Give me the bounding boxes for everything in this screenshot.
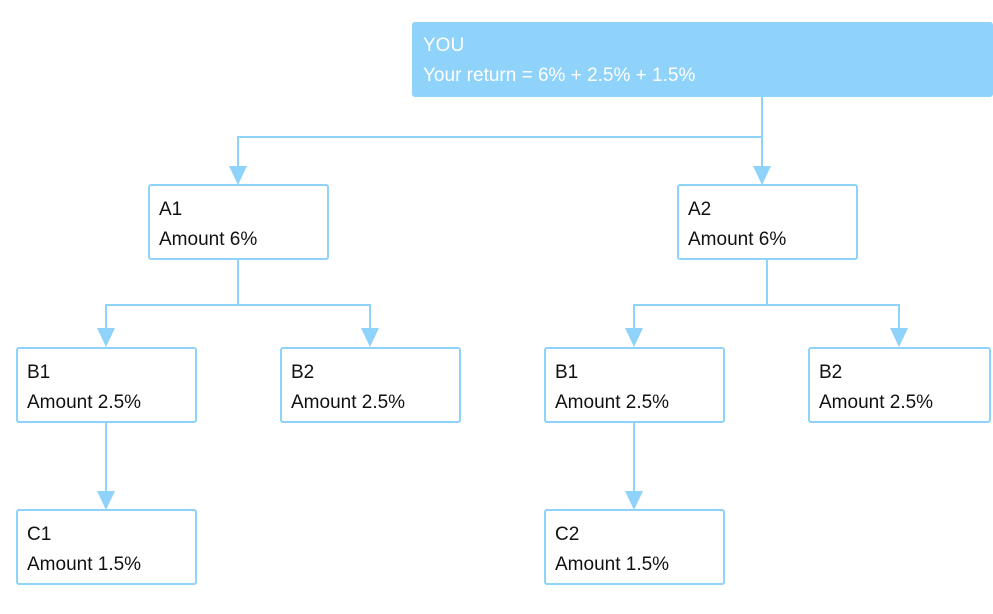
node-a1-name: A1 — [159, 199, 183, 220]
arrowhead-b2-right — [890, 328, 908, 347]
node-c2[interactable]: C2 Amount 1.5% — [544, 509, 725, 585]
connector-a1-b1 — [105, 260, 239, 330]
arrowhead-b1-left — [97, 328, 115, 347]
node-b1-right[interactable]: B1 Amount 2.5% — [544, 347, 725, 423]
arrowhead-b1-right — [625, 328, 643, 347]
arrowhead-c1 — [97, 491, 115, 510]
node-a1[interactable]: A1 Amount 6% — [148, 184, 329, 260]
node-b2-right[interactable]: B2 Amount 2.5% — [808, 347, 991, 423]
arrowhead-b2-left — [361, 328, 379, 347]
arrowhead-a1 — [229, 166, 247, 185]
node-you-formula: Your return = 6% + 2.5% + 1.5% — [423, 65, 696, 86]
node-you[interactable]: YOU Your return = 6% + 2.5% + 1.5% — [412, 22, 993, 97]
arrowhead-c2 — [625, 491, 643, 510]
connector-you-a1 — [237, 97, 763, 168]
node-c2-name: C2 — [555, 524, 580, 545]
node-b2-right-amount: Amount 2.5% — [819, 392, 934, 413]
node-b1-left-amount: Amount 2.5% — [27, 392, 142, 413]
node-b1-right-amount: Amount 2.5% — [555, 392, 670, 413]
node-c2-amount: Amount 1.5% — [555, 554, 670, 575]
node-b2-left-amount: Amount 2.5% — [291, 392, 406, 413]
node-c1-name: C1 — [27, 524, 52, 545]
node-b1-left[interactable]: B1 Amount 2.5% — [16, 347, 197, 423]
connector-a2-b2 — [767, 304, 900, 330]
node-b2-right-name: B2 — [819, 362, 843, 383]
node-b1-right-name: B1 — [555, 362, 579, 383]
connector-a2-b1 — [633, 260, 768, 330]
node-a1-amount: Amount 6% — [159, 229, 258, 250]
node-b2-left-name: B2 — [291, 362, 315, 383]
node-b1-left-name: B1 — [27, 362, 51, 383]
node-you-title: YOU — [423, 35, 465, 56]
connector-a1-b2 — [238, 304, 371, 330]
node-c1[interactable]: C1 Amount 1.5% — [16, 509, 197, 585]
node-a2-amount: Amount 6% — [688, 229, 787, 250]
node-c1-amount: Amount 1.5% — [27, 554, 142, 575]
node-a2[interactable]: A2 Amount 6% — [677, 184, 858, 260]
node-b2-left[interactable]: B2 Amount 2.5% — [280, 347, 461, 423]
node-a2-name: A2 — [688, 199, 712, 220]
arrowhead-a2 — [753, 166, 771, 185]
